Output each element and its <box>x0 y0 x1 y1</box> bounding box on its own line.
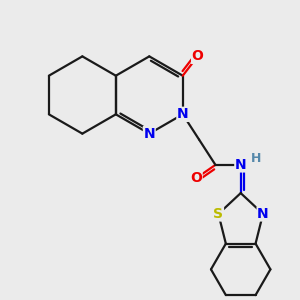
Text: N: N <box>257 207 269 221</box>
Text: N: N <box>177 107 189 121</box>
Text: O: O <box>192 50 203 63</box>
Text: O: O <box>190 171 202 185</box>
Text: S: S <box>213 207 224 221</box>
Text: N: N <box>143 127 155 141</box>
Text: H: H <box>250 152 261 165</box>
Text: N: N <box>235 158 247 172</box>
